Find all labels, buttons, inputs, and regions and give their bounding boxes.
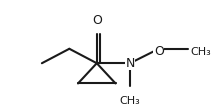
Text: N: N (125, 57, 135, 70)
Text: CH₃: CH₃ (120, 96, 140, 106)
Text: O: O (154, 45, 164, 58)
Text: O: O (92, 14, 102, 27)
Text: CH₃: CH₃ (191, 47, 211, 57)
